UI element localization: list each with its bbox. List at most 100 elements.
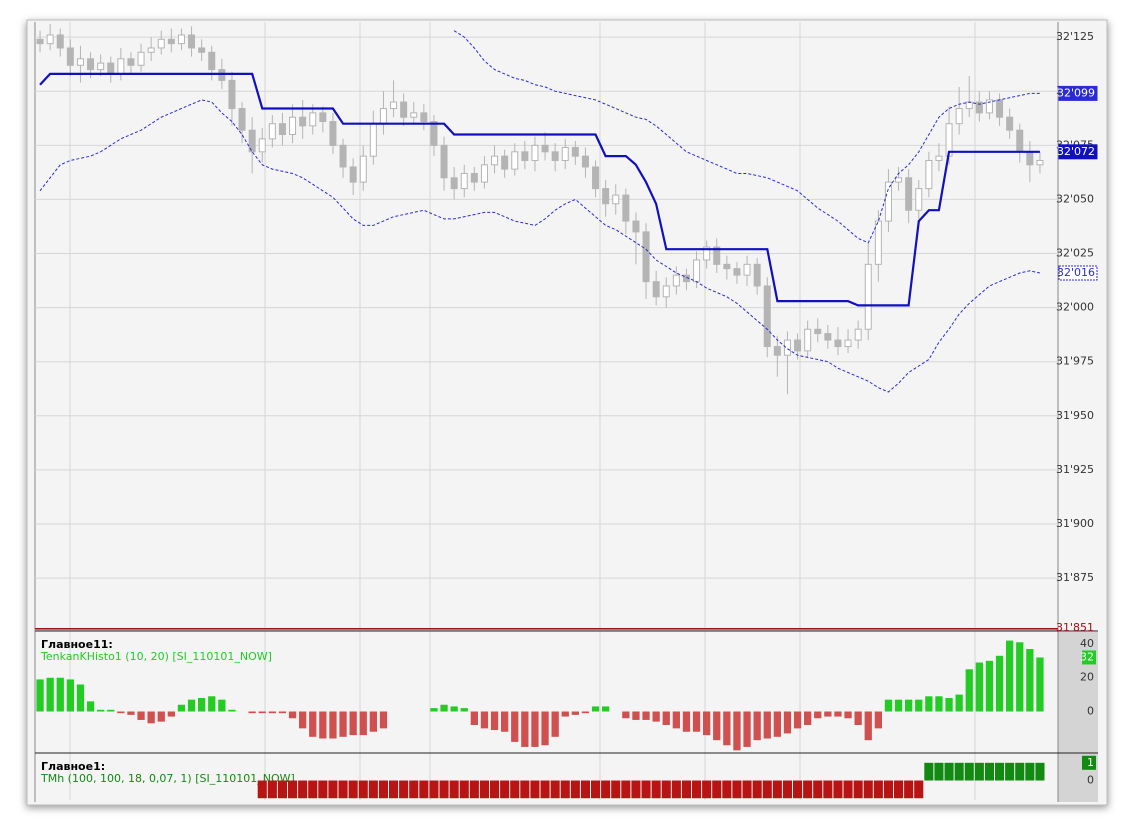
indicator-line	[39, 99, 1041, 393]
y-tick-label: 31'975	[1056, 355, 1094, 368]
candle-body	[1006, 116, 1014, 131]
histogram-bar	[288, 780, 298, 799]
histogram-bar	[773, 711, 781, 737]
histogram-bar	[440, 704, 448, 712]
candle-body	[157, 38, 165, 49]
candle-body	[783, 339, 791, 356]
histogram-bar	[743, 711, 751, 747]
y-tick-label: 31'950	[1056, 409, 1094, 422]
candle-body	[682, 274, 690, 283]
candle-body	[642, 231, 650, 283]
indicator-line	[453, 30, 1040, 244]
candle-body	[602, 188, 610, 205]
histogram-bar	[611, 780, 621, 799]
histogram-bar	[501, 711, 509, 732]
candle-body	[56, 34, 64, 49]
candle-body	[369, 123, 377, 157]
candle-body	[430, 121, 438, 146]
candle-body	[521, 151, 529, 161]
candle-body	[773, 346, 781, 356]
histogram-bar	[1035, 762, 1045, 781]
candle-body	[127, 58, 135, 66]
histogram-bar	[561, 711, 569, 717]
histogram-bar	[460, 708, 468, 712]
histogram-bar	[389, 780, 399, 799]
histogram-bar	[127, 711, 135, 715]
candle-body	[541, 144, 549, 153]
candle-body	[470, 172, 478, 183]
histogram-bar	[490, 711, 499, 731]
y-tick-label: 0	[1087, 774, 1094, 787]
candle-body	[864, 263, 872, 330]
histogram-bar	[844, 711, 852, 719]
candle-body	[400, 101, 408, 118]
histogram-bar	[823, 780, 833, 799]
last-value-label: 32'016	[1057, 266, 1095, 279]
histogram-bar	[813, 780, 823, 799]
histogram-bar	[268, 711, 276, 714]
histogram-bar	[904, 780, 914, 799]
last-value-label: 32'099	[1057, 86, 1095, 99]
candle-body	[794, 339, 802, 352]
histogram-bar	[531, 711, 539, 747]
histogram-bar	[369, 711, 377, 732]
candle-body	[1016, 129, 1024, 153]
last-value-box	[1058, 85, 1098, 101]
histogram-bar	[409, 780, 419, 799]
y-tick-label: 31'875	[1056, 571, 1094, 584]
histogram-bar	[631, 780, 641, 799]
candle-body	[491, 155, 499, 166]
histogram-bar	[76, 684, 85, 712]
histogram-bar	[570, 780, 580, 799]
histogram-bar	[560, 780, 570, 799]
candle-body	[390, 101, 398, 110]
histogram-bar	[1026, 649, 1034, 712]
histogram-bar	[167, 711, 175, 717]
candle-body	[228, 79, 236, 110]
candle-body	[592, 166, 600, 190]
histogram-bar	[510, 780, 520, 799]
histogram-bar	[793, 711, 802, 729]
histogram-bar	[591, 780, 601, 799]
histogram-bar	[783, 711, 792, 734]
candle-body	[804, 328, 812, 352]
histogram-bar	[520, 780, 530, 799]
candle-body	[208, 51, 216, 71]
histogram-bar	[480, 711, 489, 729]
histogram-bar	[733, 711, 741, 751]
candle-body	[652, 281, 660, 298]
histogram-bar	[834, 711, 842, 717]
histogram-bar	[228, 709, 236, 712]
panel-subtitle: TMh (100, 100, 18, 0,07, 1) [SI_110101_N…	[40, 772, 295, 785]
panel-subtitle: TenkanKHisto1 (10, 20) [SI_110101_NOW]	[40, 650, 272, 663]
candle-body	[713, 246, 721, 265]
histogram-bar	[804, 711, 812, 725]
candle-body	[268, 123, 276, 140]
histogram-bar	[550, 780, 560, 799]
histogram-bar	[500, 780, 510, 799]
candle-body	[925, 159, 933, 190]
histogram-bar	[399, 780, 409, 799]
last-value-box	[1058, 265, 1098, 281]
y-tick-label: 32'025	[1056, 247, 1094, 260]
histogram-bar	[833, 780, 843, 799]
histogram-bar	[378, 780, 388, 799]
histogram-bar	[995, 762, 1005, 781]
histogram-bar	[1036, 657, 1044, 712]
histogram-bar	[955, 694, 963, 712]
candle-body	[723, 263, 731, 270]
histogram-bar	[814, 711, 822, 719]
candle-body	[915, 188, 923, 211]
histogram-bar	[763, 711, 771, 739]
histogram-bar	[762, 780, 772, 799]
candle-body	[955, 108, 963, 125]
histogram-bar	[651, 780, 661, 799]
candle-body	[329, 121, 337, 146]
histogram-bar	[642, 711, 650, 720]
histogram-bar	[692, 711, 701, 732]
candle-body	[551, 151, 559, 161]
histogram-bar	[208, 696, 216, 712]
candle-body	[46, 34, 54, 45]
histogram-bar	[964, 762, 974, 781]
candle-body	[884, 181, 892, 222]
